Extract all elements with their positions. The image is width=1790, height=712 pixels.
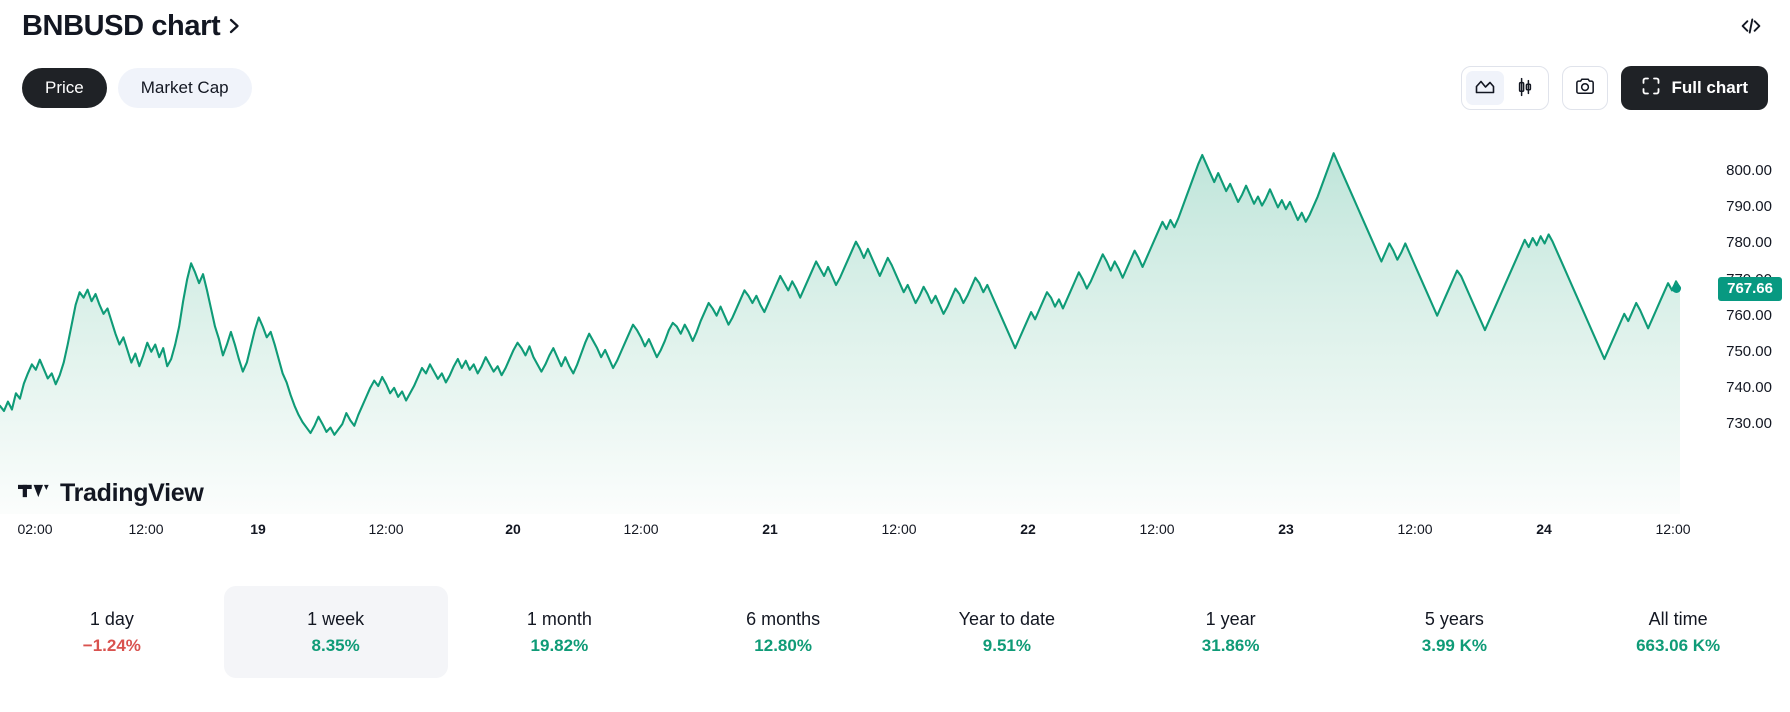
price-tick-label: 780.00 xyxy=(1726,234,1772,252)
price-chart[interactable]: TradingView 730.00740.00750.00760.00770.… xyxy=(0,124,1790,514)
period-label: 1 year xyxy=(1205,609,1256,629)
period-option-1-day[interactable]: 1 day −1.24% xyxy=(0,586,224,678)
time-axis-time-label: 12:00 xyxy=(1397,521,1433,537)
chart-title-link[interactable]: BNBUSD chart xyxy=(22,9,243,42)
period-option-1-year[interactable]: 1 year 31.86% xyxy=(1119,586,1343,678)
period-option-6-months[interactable]: 6 months 12.80% xyxy=(671,586,895,678)
period-label: 1 day xyxy=(89,609,134,629)
period-label: 1 week xyxy=(307,609,365,629)
embed-code-button[interactable] xyxy=(1734,9,1768,43)
tab-market-cap[interactable]: Market Cap xyxy=(117,68,252,108)
time-axis-time-label: 12:00 xyxy=(1139,521,1175,537)
candlestick-chart-icon xyxy=(1514,76,1536,101)
code-embed-icon xyxy=(1739,14,1763,38)
period-label: 6 months xyxy=(746,609,821,629)
period-label: 5 years xyxy=(1424,609,1484,629)
period-label: All time xyxy=(1648,609,1708,629)
last-price-badge: 767.66 xyxy=(1718,277,1782,301)
chart-type-group xyxy=(1461,66,1550,110)
time-axis-day-label: 24 xyxy=(1536,521,1552,537)
period-change-value: 12.80% xyxy=(754,636,812,655)
time-axis-day-label: 22 xyxy=(1020,521,1036,537)
time-axis-day-label: 19 xyxy=(250,521,266,537)
period-change-value: 663.06 K% xyxy=(1636,636,1721,655)
price-tick-label: 760.00 xyxy=(1726,306,1772,324)
period-change-value: 19.82% xyxy=(530,636,589,655)
price-tick-label: 800.00 xyxy=(1726,162,1772,180)
chart-line xyxy=(0,152,1682,436)
fullscreen-expand-icon xyxy=(1641,76,1661,101)
time-axis-time-label: 12:00 xyxy=(881,521,917,537)
camera-icon xyxy=(1574,75,1597,101)
period-change-value: 8.35% xyxy=(311,636,360,655)
last-price-dot xyxy=(1672,283,1681,293)
time-axis-time-label: 12:00 xyxy=(623,521,659,537)
period-label: Year to date xyxy=(958,609,1056,629)
snapshot-button[interactable] xyxy=(1562,66,1609,110)
period-change-value: 3.99 K% xyxy=(1421,636,1487,655)
time-axis-time-label: 12:00 xyxy=(368,521,404,537)
period-option-5-years[interactable]: 5 years 3.99 K% xyxy=(1343,586,1567,678)
time-axis-time-label: 02:00 xyxy=(17,521,53,537)
period-selector: 1 day −1.24% 1 week 8.35% 1 month 19.82% 6 mon… xyxy=(0,586,1790,712)
period-option-year-to-date[interactable]: Year to date 9.51% xyxy=(895,586,1119,678)
full-chart-button[interactable]: Full chart xyxy=(1621,66,1768,110)
widget-header: BNBUSD chart xyxy=(0,0,1790,52)
time-axis-time-label: 12:00 xyxy=(128,521,164,537)
period-change-value: −1.24% xyxy=(82,636,141,655)
price-tick-label: 750.00 xyxy=(1726,342,1772,360)
area-chart-icon xyxy=(1474,76,1496,101)
tab-price[interactable]: Price xyxy=(22,68,107,108)
chart-type-area-button[interactable] xyxy=(1466,71,1505,105)
period-option-1-week[interactable]: 1 week 8.35% xyxy=(223,586,448,678)
time-axis-day-label: 21 xyxy=(762,521,778,537)
price-tick-label: 730.00 xyxy=(1726,414,1772,432)
chevron-right-icon xyxy=(225,15,243,37)
period-change-value: 31.86% xyxy=(1201,636,1260,655)
period-option-1-month[interactable]: 1 month 19.82% xyxy=(448,586,672,678)
page-title: BNBUSD chart xyxy=(22,9,221,42)
full-chart-label: Full chart xyxy=(1671,78,1748,97)
price-tick-label: 740.00 xyxy=(1726,378,1772,396)
price-tick-label: 790.00 xyxy=(1726,198,1772,216)
chart-toolbar: Price Market Cap xyxy=(0,52,1790,124)
time-axis-day-label: 20 xyxy=(505,521,521,537)
period-change-value: 9.51% xyxy=(982,636,1031,655)
time-axis-day-label: 23 xyxy=(1278,521,1294,537)
price-axis: 730.00740.00750.00760.00770.00780.00790.… xyxy=(1672,124,1790,514)
time-axis: 02:00 12:00 19 12:00 20 12:00 21 12:00 22 12:00 23… xyxy=(0,514,1790,548)
period-option-all-time[interactable]: All time 663.06 K% xyxy=(1566,586,1790,678)
chart-area-fill xyxy=(0,153,1680,514)
chart-type-candles-button[interactable] xyxy=(1506,71,1544,105)
mode-tab-group: Price Market Cap xyxy=(22,68,252,108)
time-axis-time-label: 12:00 xyxy=(1655,521,1691,537)
period-label: 1 month xyxy=(526,609,592,629)
toolbar-actions: Full chart xyxy=(1461,66,1768,110)
chart-canvas xyxy=(0,152,1682,514)
